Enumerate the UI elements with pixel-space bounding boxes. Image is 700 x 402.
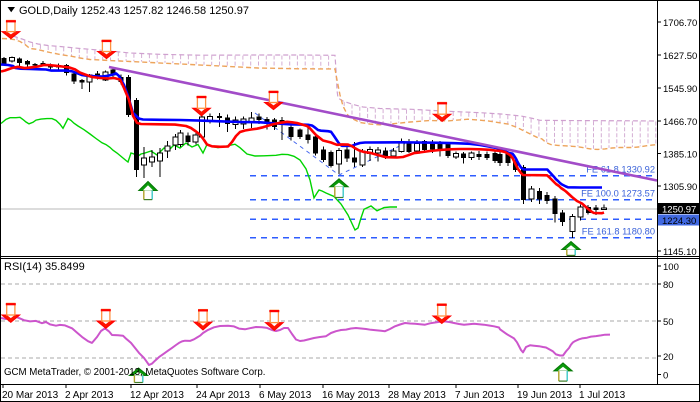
svg-text:1627.50: 1627.50 <box>663 51 697 62</box>
svg-text:1706.70: 1706.70 <box>663 18 697 29</box>
svg-text:GOLD,Daily 1252.43 1257.82 12: GOLD,Daily 1252.43 1257.82 1246.58 1250.… <box>19 5 249 17</box>
svg-text:20: 20 <box>663 352 674 363</box>
svg-text:1250.97: 1250.97 <box>662 205 696 216</box>
svg-text:6 May 2013: 6 May 2013 <box>259 390 312 401</box>
svg-text:80: 80 <box>663 280 674 291</box>
svg-text:FE 61.8 1330.92: FE 61.8 1330.92 <box>586 165 655 175</box>
svg-text:1145.10: 1145.10 <box>663 247 697 258</box>
svg-text:1 Jul 2013: 1 Jul 2013 <box>579 390 626 401</box>
svg-text:1385.10: 1385.10 <box>663 150 697 161</box>
svg-text:100: 100 <box>663 262 679 273</box>
svg-text:28 May 2013: 28 May 2013 <box>388 390 446 401</box>
svg-text:1545.90: 1545.90 <box>663 84 697 95</box>
svg-text:FE 100.0 1273.57: FE 100.0 1273.57 <box>581 189 655 199</box>
svg-text:7 Jun 2013: 7 Jun 2013 <box>455 390 505 401</box>
svg-text:FE 161.8 1180.80: FE 161.8 1180.80 <box>582 227 655 237</box>
svg-text:2 Apr 2013: 2 Apr 2013 <box>65 390 114 401</box>
svg-text:RSI(14) 35.8499: RSI(14) 35.8499 <box>4 261 85 273</box>
svg-text:16 May 2013: 16 May 2013 <box>322 390 380 401</box>
svg-text:50: 50 <box>663 317 674 328</box>
svg-text:19 Jun 2013: 19 Jun 2013 <box>517 390 572 401</box>
svg-text:20 Mar 2013: 20 Mar 2013 <box>2 390 59 401</box>
svg-text:24 Apr 2013: 24 Apr 2013 <box>196 390 250 401</box>
svg-text:1466.70: 1466.70 <box>663 117 697 128</box>
svg-text:1224.30: 1224.30 <box>662 216 696 227</box>
svg-text:GCM MetaTrader, © 2001-2013, M: GCM MetaTrader, © 2001-2013, MetaQuotes … <box>4 367 265 378</box>
svg-text:1305.90: 1305.90 <box>663 182 697 193</box>
svg-text:0: 0 <box>663 371 668 382</box>
svg-text:12 Apr 2013: 12 Apr 2013 <box>130 390 184 401</box>
